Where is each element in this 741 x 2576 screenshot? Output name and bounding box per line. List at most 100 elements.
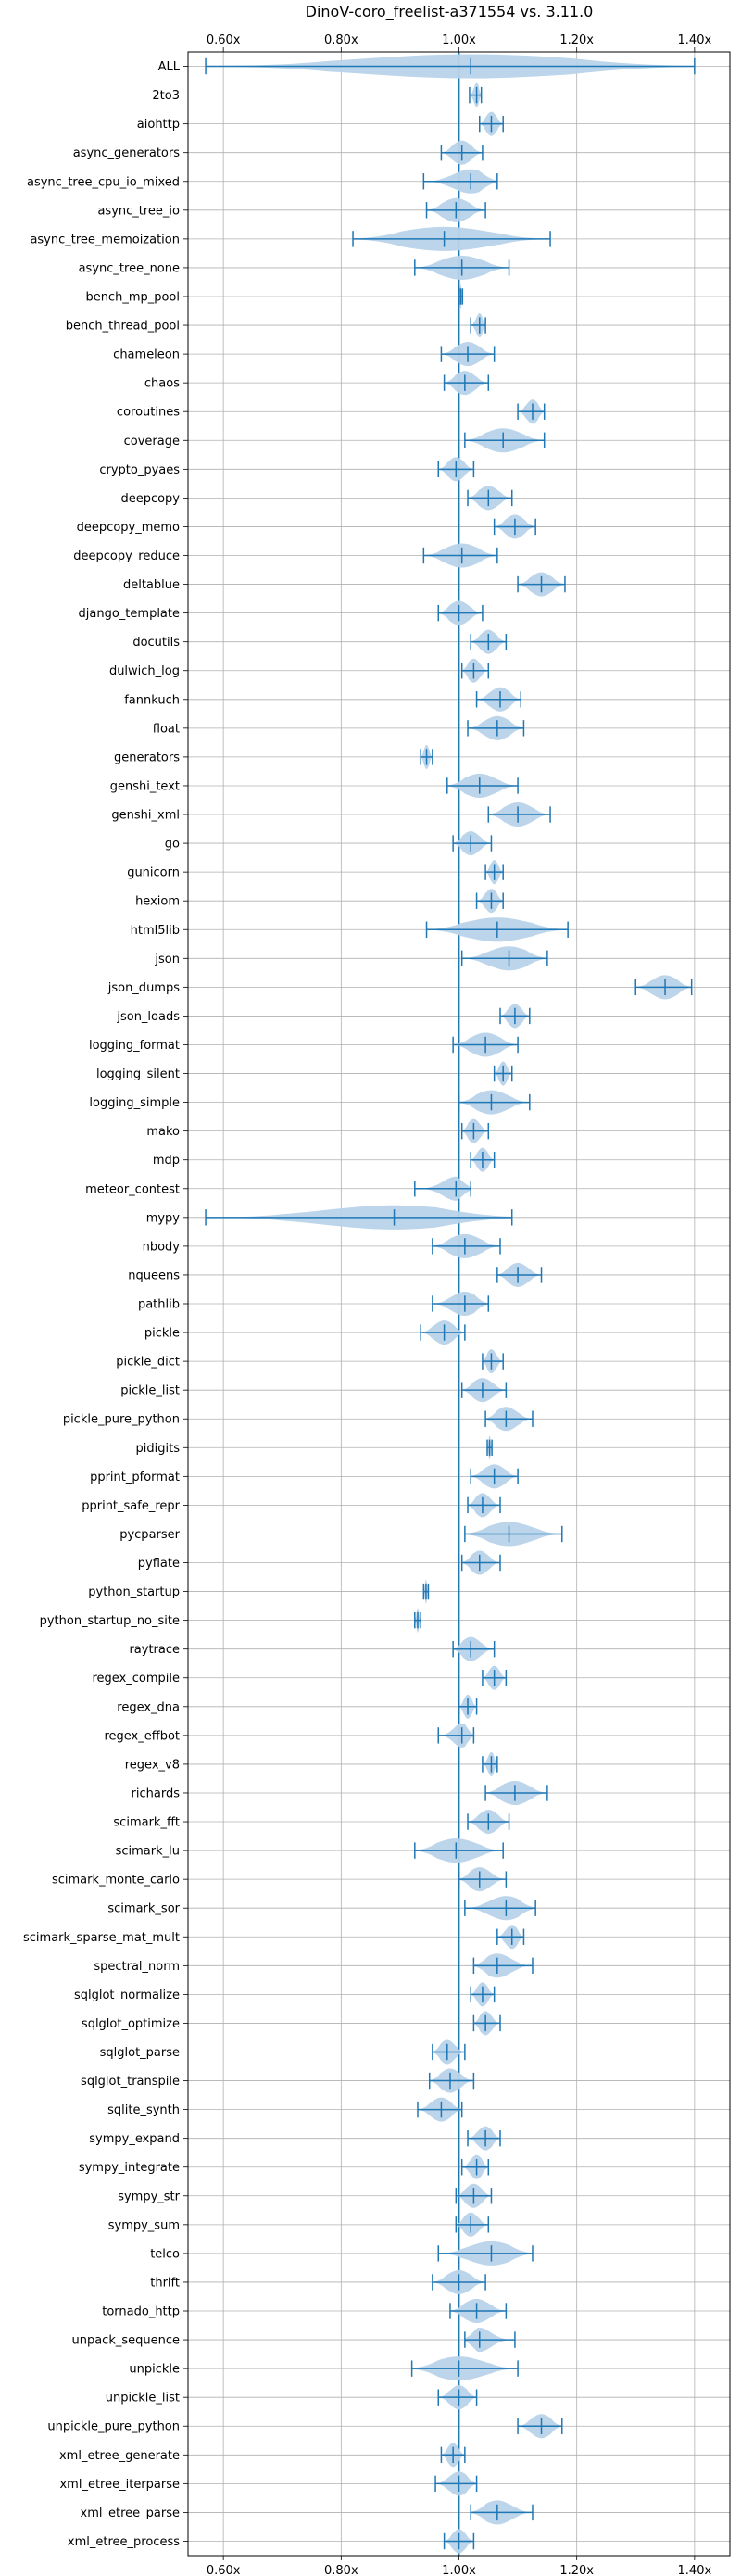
y-tick-label: hexiom [135, 895, 180, 909]
y-tick-label: async_tree_io [97, 204, 180, 218]
chart-title: DinoV-coro_freelist-a371554 vs. 3.11.0 [306, 3, 594, 21]
y-tick-label: sqlglot_parse [100, 2046, 180, 2060]
y-tick-label: raytrace [129, 1643, 180, 1657]
y-tick-label: pickle [144, 1327, 180, 1341]
y-tick-label: dulwich_log [109, 664, 180, 678]
y-tick-label: unpickle [129, 2363, 180, 2377]
y-tick-label: richards [132, 1787, 181, 1800]
y-tick-label: pidigits [136, 1442, 181, 1456]
y-tick-label: coverage [124, 435, 180, 448]
plot-frame [187, 51, 731, 2557]
y-tick-label: sympy_str [118, 2190, 180, 2203]
y-tick-label: json_loads [116, 1010, 180, 1024]
y-tick-label: html5lib [131, 924, 180, 938]
y-tick-label: scimark_sparse_mat_mult [23, 1931, 180, 1945]
y-tick-label: coroutines [117, 406, 180, 420]
y-tick-label: xml_etree_process [68, 2535, 180, 2549]
y-tick-label: chameleon [113, 348, 180, 362]
y-tick-label: regex_v8 [125, 1758, 180, 1772]
y-tick-label: regex_effbot [104, 1729, 180, 1743]
y-tick-label: gunicorn [127, 866, 180, 880]
y-tick-label: unpickle_list [106, 2392, 180, 2406]
y-tick-label: pickle_pure_python [63, 1413, 180, 1427]
y-tick-label: logging_simple [89, 1096, 180, 1110]
y-tick-label: deepcopy_reduce [73, 549, 180, 563]
y-tick-label: pyflate [138, 1557, 180, 1571]
x-tick-label-bottom: 1.00x [442, 2564, 476, 2576]
y-tick-label: python_startup [88, 1585, 180, 1599]
y-tick-label: scimark_lu [116, 1845, 180, 1859]
y-tick-label: xml_etree_generate [59, 2449, 180, 2463]
y-tick-label: json [154, 953, 180, 966]
y-tick-label: bench_mp_pool [85, 290, 180, 304]
y-tick-label: python_startup_no_site [40, 1614, 180, 1628]
y-tick-label: mdp [153, 1154, 180, 1168]
y-tick-label: genshi_xml [111, 809, 180, 823]
y-tick-label: fannkuch [124, 693, 180, 707]
y-tick-label: xml_etree_parse [81, 2507, 180, 2520]
y-tick-label: scimark_sor [107, 1902, 180, 1916]
y-tick-label: chaos [144, 377, 180, 391]
y-tick-label: genshi_text [110, 779, 180, 793]
x-tick-label-top: 1.20x [559, 33, 594, 47]
y-tick-label: tornado_http [102, 2305, 180, 2319]
y-tick-label: ALL [158, 60, 181, 74]
y-tick-label: regex_dna [117, 1700, 180, 1714]
x-tick-label-bottom: 1.20x [559, 2564, 594, 2576]
y-tick-label: 2to3 [152, 89, 180, 103]
x-tick-label-top: 0.60x [207, 33, 241, 47]
y-tick-label: logging_silent [96, 1067, 180, 1081]
violin-layer [205, 52, 696, 2556]
y-tick-label: float [153, 722, 180, 736]
y-tick-label: pprint_safe_repr [82, 1499, 180, 1513]
y-tick-label: django_template [79, 607, 180, 621]
y-tick-label: sqlite_synth [107, 2103, 180, 2117]
y-tick-label: thrift [150, 2276, 180, 2290]
y-tick-label: spectral_norm [94, 1960, 180, 1974]
y-tick-label: sympy_expand [89, 2132, 180, 2146]
y-tick-label: go [165, 838, 180, 852]
y-tick-label: mypy [146, 1211, 181, 1225]
y-tick-label: aiohttp [137, 118, 180, 132]
y-tick-label: deepcopy [120, 492, 180, 506]
x-tick-label-bottom: 1.40x [678, 2564, 712, 2576]
y-tick-label: sqlglot_normalize [74, 1989, 180, 2002]
y-tick-label: async_generators [73, 146, 181, 160]
y-tick-label: generators [114, 751, 180, 764]
y-tick-label: regex_compile [92, 1672, 180, 1686]
x-tick-label-top: 0.80x [324, 33, 358, 47]
y-tick-label: pprint_pformat [90, 1471, 180, 1484]
y-tick-label: sqlglot_transpile [81, 2075, 180, 2089]
y-tick-label: pickle_dict [116, 1356, 180, 1370]
x-tick-label-bottom: 0.80x [324, 2564, 358, 2576]
y-tick-label: sympy_integrate [79, 2161, 180, 2175]
y-tick-label: sympy_sum [108, 2218, 180, 2232]
y-tick-label: logging_format [89, 1039, 180, 1053]
y-tick-label: json_dumps [107, 981, 180, 995]
y-tick-label: meteor_contest [85, 1182, 180, 1196]
y-tick-label: nbody [143, 1240, 181, 1254]
axis-layer: 0.60x 0.60x 0.80x 0.80x 1.00x 1.00x 1.20x 1.20x… [23, 33, 731, 2576]
x-tick-label-bottom: 0.60x [207, 2564, 241, 2576]
y-tick-label: bench_thread_pool [66, 320, 180, 334]
y-tick-label: docutils [132, 636, 180, 650]
x-tick-label-top: 1.40x [678, 33, 712, 47]
y-tick-label: deltablue [123, 578, 180, 592]
y-tick-label: async_tree_cpu_io_mixed [27, 175, 180, 189]
y-tick-label: telco [150, 2247, 180, 2261]
y-tick-label: nqueens [128, 1269, 180, 1282]
y-tick-label: deepcopy_memo [77, 521, 180, 535]
y-tick-label: unpack_sequence [71, 2334, 180, 2348]
y-tick-label: sqlglot_optimize [82, 2017, 180, 2031]
y-tick-label: mako [146, 1125, 180, 1139]
y-tick-label: scimark_fft [113, 1816, 180, 1830]
y-tick-label: xml_etree_iterparse [59, 2478, 180, 2492]
x-tick-label-top: 1.00x [442, 33, 476, 47]
y-tick-label: async_tree_memoization [30, 233, 180, 246]
y-tick-label: pickle_list [120, 1384, 180, 1398]
y-tick-label: pathlib [138, 1298, 180, 1312]
y-tick-label: scimark_monte_carlo [52, 1874, 180, 1888]
y-tick-label: crypto_pyaes [99, 463, 180, 477]
y-tick-label: async_tree_none [79, 261, 180, 275]
